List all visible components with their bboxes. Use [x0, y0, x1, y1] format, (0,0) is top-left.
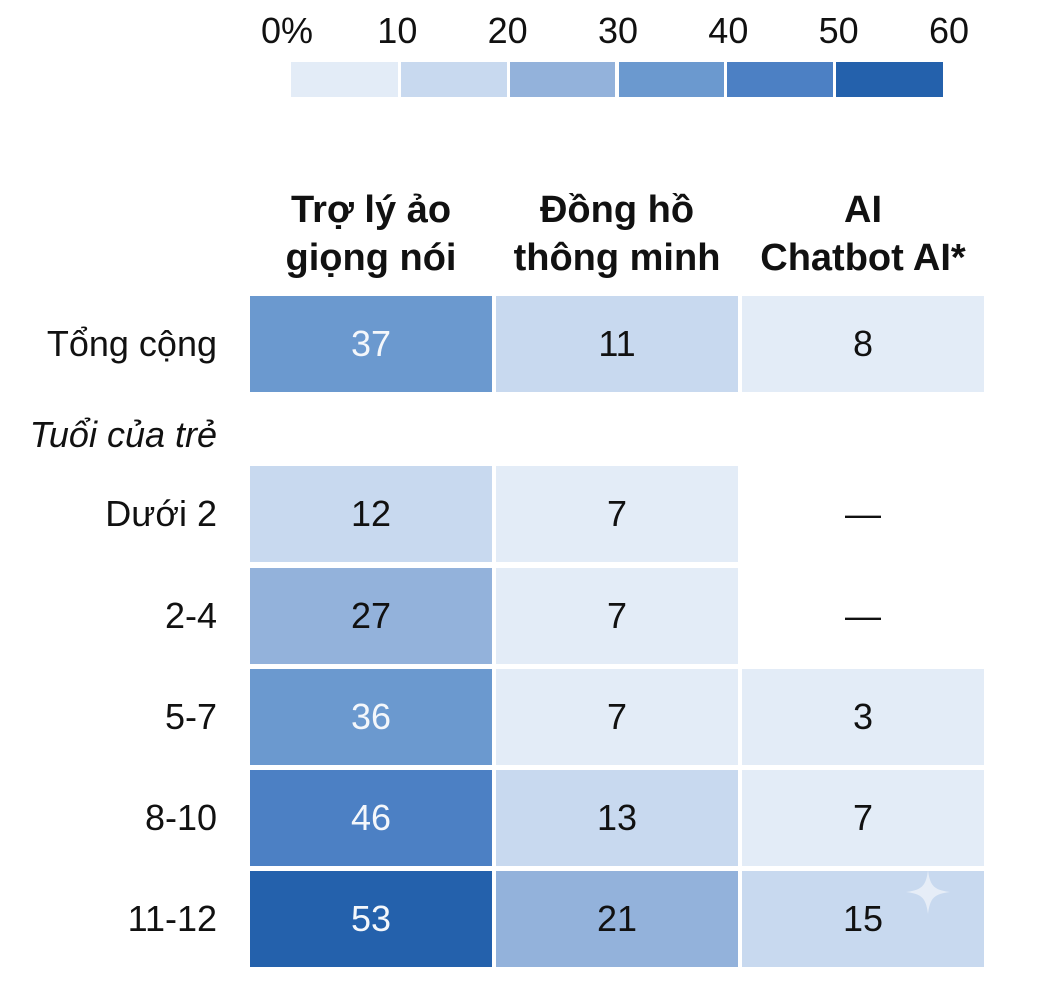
- legend-tick-label: 50: [818, 10, 859, 51]
- heatmap-cell: 37: [250, 296, 492, 392]
- column-header-line: Chatbot AI*: [760, 237, 966, 279]
- heatmap-cell: 53: [250, 871, 492, 967]
- legend-swatch: [291, 62, 399, 97]
- column-header: Trợ lý ảo giọng nói: [244, 186, 498, 286]
- column-header: AI Chatbot AI*: [736, 186, 990, 286]
- heatmap-cell: 46: [250, 770, 492, 866]
- heatmap-cell: —: [742, 568, 984, 664]
- column-header-line: Đồng hồ: [539, 189, 695, 231]
- heatmap-cell: 7: [496, 466, 738, 562]
- heatmap-cell: 8: [742, 296, 984, 392]
- heatmap-cell: —: [742, 466, 984, 562]
- sparkle-icon: [906, 870, 950, 914]
- legend-swatch: [509, 62, 616, 97]
- row-label: 8-10: [144, 797, 217, 838]
- legend-swatch: [401, 62, 507, 97]
- heatmap-cell: 3: [742, 669, 984, 765]
- heatmap-cell: 27: [250, 568, 492, 664]
- legend-swatch: [835, 62, 943, 97]
- heatmap-cell: 36: [250, 669, 492, 765]
- legend-tick-label: 40: [708, 10, 749, 51]
- heatmap-cell: 7: [496, 568, 738, 664]
- column-header-line: thông minh: [513, 237, 721, 279]
- row-label: 2-4: [164, 595, 217, 636]
- heatmap-cell: 12: [250, 466, 492, 562]
- heatmap-cell: 15: [742, 871, 984, 967]
- legend-swatch: [618, 62, 725, 97]
- color-scale-legend: 0% 10 20 30 40 50 60: [0, 0, 1049, 110]
- row-label: Dưới 2: [105, 493, 217, 534]
- column-header-line: AI: [844, 189, 882, 231]
- legend-tick-label: 10: [377, 10, 418, 51]
- column-header-line: giọng nói: [285, 237, 457, 279]
- heatmap-cell: 7: [496, 669, 738, 765]
- row-label: 11-12: [127, 898, 217, 939]
- column-header: Đồng hồ thông minh: [490, 186, 744, 286]
- column-header-line: Trợ lý ảo: [290, 189, 452, 231]
- row-label: Tổng cộng: [46, 323, 217, 364]
- row-label: 5-7: [164, 696, 217, 737]
- legend-tick-label: 60: [928, 10, 970, 51]
- section-label: Tuổi của trẻ: [29, 414, 217, 455]
- heatmap-cell: 11: [496, 296, 738, 392]
- legend-swatch: [727, 62, 833, 97]
- legend-tick-label: 0%: [260, 10, 314, 51]
- heatmap-cell: 21: [496, 871, 738, 967]
- legend-tick-label: 30: [597, 10, 639, 51]
- legend-tick-label: 20: [487, 10, 528, 51]
- heatmap-cell: 13: [496, 770, 738, 866]
- heatmap-cell: 7: [742, 770, 984, 866]
